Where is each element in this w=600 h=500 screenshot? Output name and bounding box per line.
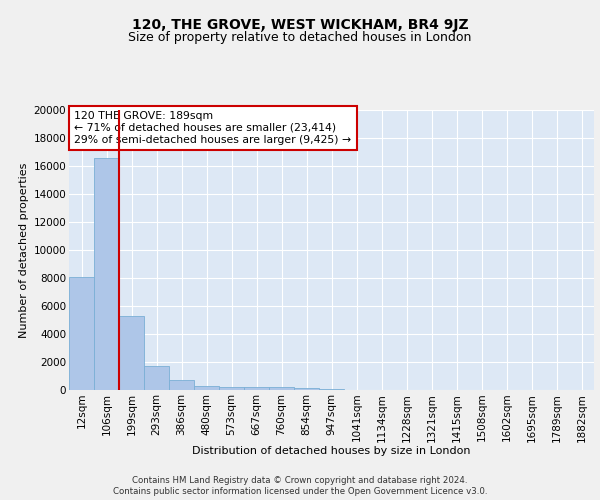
Text: Size of property relative to detached houses in London: Size of property relative to detached ho… (128, 31, 472, 44)
Text: 120 THE GROVE: 189sqm
← 71% of detached houses are smaller (23,414)
29% of semi-: 120 THE GROVE: 189sqm ← 71% of detached … (74, 112, 352, 144)
Bar (119, 316, 144, 390)
X-axis label: Distribution of detached houses by size in London: Distribution of detached houses by size … (192, 446, 471, 456)
Text: Contains HM Land Registry data © Crown copyright and database right 2024.: Contains HM Land Registry data © Crown c… (132, 476, 468, 485)
Bar (319, 388, 344, 390)
Bar (94, 158, 119, 390)
Bar (269, 388, 294, 390)
Bar (169, 380, 194, 390)
Bar (244, 387, 269, 390)
Bar (144, 366, 169, 390)
Text: 120, THE GROVE, WEST WICKHAM, BR4 9JZ: 120, THE GROVE, WEST WICKHAM, BR4 9JZ (131, 18, 469, 32)
Bar (69, 276, 94, 390)
Text: Contains public sector information licensed under the Open Government Licence v3: Contains public sector information licen… (113, 488, 487, 496)
Bar (219, 386, 244, 390)
Bar (194, 386, 219, 390)
Bar (294, 388, 319, 390)
Y-axis label: Number of detached properties: Number of detached properties (19, 162, 29, 338)
